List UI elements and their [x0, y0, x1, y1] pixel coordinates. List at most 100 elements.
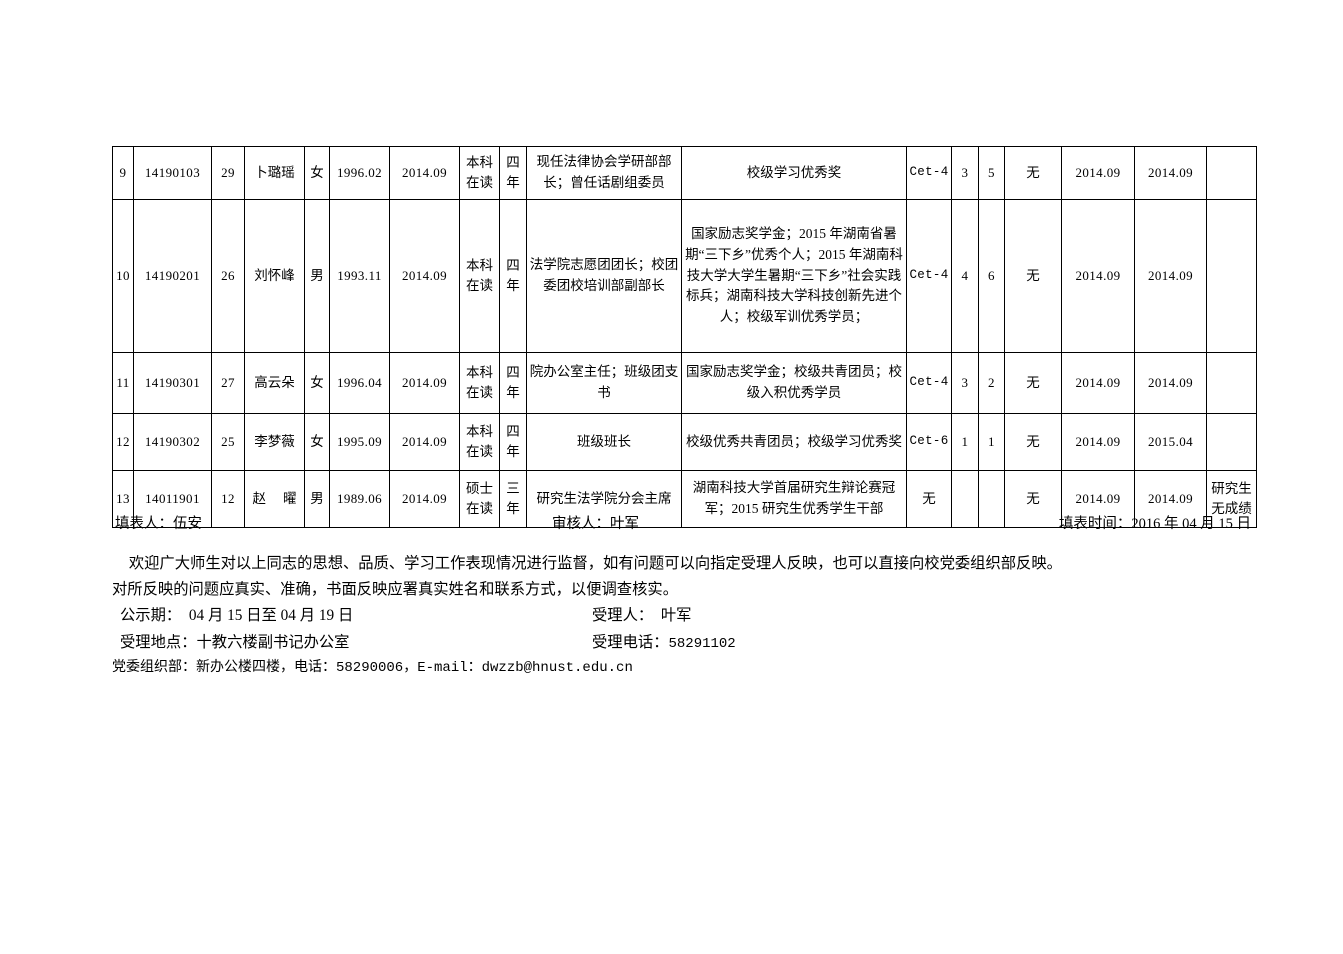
cell-post: 现任法律协会学研部部长；曾任话剧组委员 [526, 146, 682, 200]
cell-class-size: 29 [211, 146, 245, 200]
cell-student-id: 14190301 [133, 352, 212, 414]
cell-sex: 男 [304, 199, 330, 353]
cell-rank2: 6 [978, 199, 1005, 353]
publicity-period-value: 04 月 15 日至 04 月 19 日 [188, 607, 354, 624]
cell-rank2 [978, 470, 1005, 528]
cell-name: 李梦薇 [244, 413, 305, 471]
cell-awards: 国家励志奖学金；2015 年湖南省暑期“三下乡”优秀个人；2015 年湖南科技大… [681, 199, 907, 353]
location-label: 受理地点： [120, 634, 197, 651]
cell-date2: 2014.09 [1134, 470, 1207, 528]
cell-enroll: 2014.09 [389, 470, 460, 528]
cell-date2: 2015.04 [1134, 413, 1207, 471]
cell-punish: 无 [1004, 146, 1062, 200]
cell-note [1206, 146, 1257, 200]
cell-sex: 女 [304, 413, 330, 471]
cell-birth: 1996.02 [329, 146, 390, 200]
cell-no: 11 [112, 352, 134, 414]
cell-rank1: 4 [951, 199, 979, 353]
handling-phone: 受理电话：58291102 [592, 629, 736, 657]
cell-length: 四年 [499, 413, 527, 471]
cell-note: 研究生无成绩 [1206, 470, 1257, 528]
cell-no: 13 [112, 470, 134, 528]
cell-date2: 2014.09 [1134, 146, 1207, 200]
cell-student-id: 14190302 [133, 413, 212, 471]
cell-length: 四年 [499, 199, 527, 353]
cell-cet: Cet-4 [906, 199, 952, 353]
reviewer-label: 审核人：叶军 [552, 516, 639, 532]
cell-birth: 1996.04 [329, 352, 390, 414]
signature-row: 填表人：伍安 审核人：叶军 填表时间：2016 年 04 月 15 日 [112, 512, 1251, 538]
cell-sex: 女 [304, 146, 330, 200]
cell-name: 刘怀峰 [244, 199, 305, 353]
cell-enroll: 2014.09 [389, 352, 460, 414]
cell-student-id: 14190201 [133, 199, 212, 353]
cell-rank2: 5 [978, 146, 1005, 200]
cell-date1: 2014.09 [1061, 352, 1135, 414]
location-row: 受理地点：十教六楼副书记办公室 受理电话：58291102 [112, 629, 912, 656]
cell-note [1206, 352, 1257, 414]
cell-rank1: 3 [951, 146, 979, 200]
publicity-period-row: 公示期： 04 月 15 日至 04 月 19 日 受理人： 叶军 [112, 602, 912, 629]
cell-rank1: 3 [951, 352, 979, 414]
handling-location: 受理地点：十教六楼副书记办公室 [120, 629, 349, 656]
cell-edu: 本科在读 [459, 413, 500, 471]
form-date-label: 填表时间：2016 年 04 月 15 日 [1058, 516, 1251, 532]
cell-edu: 本科在读 [459, 146, 500, 200]
cell-cet: Cet-4 [906, 146, 952, 200]
phone-value: 58291102 [668, 636, 736, 652]
cell-rank1: 1 [951, 413, 979, 471]
cell-class-size: 27 [211, 352, 245, 414]
cell-birth: 1995.09 [329, 413, 390, 471]
contact-info-block: 公示期： 04 月 15 日至 04 月 19 日 受理人： 叶军 受理地点：十… [112, 602, 912, 683]
cell-birth: 1993.11 [329, 199, 390, 353]
cell-name-text: 赵曜 [252, 490, 297, 506]
handler-label: 受理人： [592, 607, 654, 624]
handler-value: 叶军 [660, 607, 692, 624]
cell-date1: 2014.09 [1061, 146, 1135, 200]
publicity-period: 公示期： 04 月 15 日至 04 月 19 日 [120, 602, 353, 629]
cell-awards: 校级优秀共青团员；校级学习优秀奖 [681, 413, 907, 471]
form-filler-label: 填表人：伍安 [115, 516, 202, 532]
cell-rank1 [951, 470, 979, 528]
org-dept-line: 党委组织部：新办公楼四楼，电话：58290006，E-mail：dwzzb@hn… [112, 660, 633, 676]
cell-post: 班级班长 [526, 413, 682, 471]
cell-no: 9 [112, 146, 134, 200]
table-row: 9 14190103 29 卜璐瑶 女 1996.02 2014.09 本科在读… [112, 146, 1257, 200]
cell-no: 12 [112, 413, 134, 471]
cell-length: 四年 [499, 146, 527, 200]
cell-enroll: 2014.09 [389, 146, 460, 200]
cell-awards: 国家励志奖学金；校级共青团员；校级入积优秀学员 [681, 352, 907, 414]
cell-date2: 2014.09 [1134, 352, 1207, 414]
publicity-period-label: 公示期： [120, 607, 182, 624]
cell-date1: 2014.09 [1061, 470, 1135, 528]
notice-line-1: 欢迎广大师生对以上同志的思想、品质、学习工作表现情况进行监督，如有问题可以向指定… [128, 555, 1062, 572]
cell-class-size: 25 [211, 413, 245, 471]
roster-table: 9 14190103 29 卜璐瑶 女 1996.02 2014.09 本科在读… [112, 146, 1257, 528]
cell-name: 卜璐瑶 [244, 146, 305, 200]
cell-edu: 本科在读 [459, 199, 500, 353]
notice-paragraph: 欢迎广大师生对以上同志的思想、品质、学习工作表现情况进行监督，如有问题可以向指定… [112, 551, 1260, 604]
cell-student-id: 14190103 [133, 146, 212, 200]
cell-punish: 无 [1004, 470, 1062, 528]
phone-label: 受理电话： [592, 634, 669, 651]
cell-post: 研究生法学院分会主席 [526, 470, 682, 528]
cell-date1: 2014.09 [1061, 413, 1135, 471]
cell-post: 院办公室主任；班级团支书 [526, 352, 682, 414]
cell-edu: 硕士在读 [459, 470, 500, 528]
cell-punish: 无 [1004, 413, 1062, 471]
cell-sex: 女 [304, 352, 330, 414]
cell-punish: 无 [1004, 352, 1062, 414]
cell-date1: 2014.09 [1061, 199, 1135, 353]
cell-enroll: 2014.09 [389, 199, 460, 353]
cell-enroll: 2014.09 [389, 413, 460, 471]
cell-punish: 无 [1004, 199, 1062, 353]
cell-cet: Cet-6 [906, 413, 952, 471]
cell-cet: Cet-4 [906, 352, 952, 414]
cell-class-size: 26 [211, 199, 245, 353]
cell-post: 法学院志愿团团长；校团委团校培训部副部长 [526, 199, 682, 353]
cell-awards: 湖南科技大学首届研究生辩论赛冠军；2015 研究生优秀学生干部 [681, 470, 907, 528]
location-value: 十教六楼副书记办公室 [196, 634, 350, 651]
cell-birth: 1989.06 [329, 470, 390, 528]
table-row: 12 14190302 25 李梦薇 女 1995.09 2014.09 本科在… [112, 413, 1257, 471]
